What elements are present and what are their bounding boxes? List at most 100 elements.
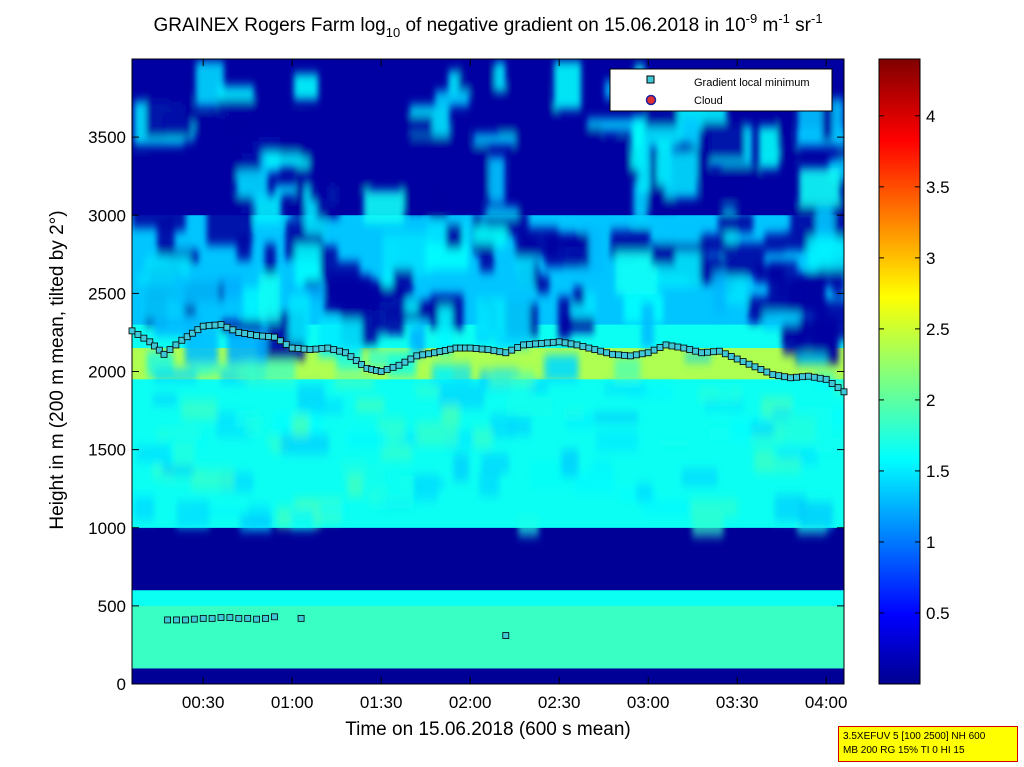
gradient-minimum-marker bbox=[721, 350, 729, 358]
gradient-minimum-marker bbox=[644, 349, 652, 357]
gradient-minimum-marker bbox=[561, 339, 569, 347]
gradient-minimum-marker bbox=[259, 332, 266, 340]
x-tick-label: 02:00 bbox=[449, 693, 492, 712]
texture-patch bbox=[453, 453, 469, 482]
x-tick-label: 04:00 bbox=[805, 693, 848, 712]
heatmap-layer-surface-low bbox=[132, 668, 844, 684]
texture-patch bbox=[682, 118, 699, 144]
texture-patch bbox=[378, 493, 417, 509]
gradient-minimum-marker bbox=[526, 341, 533, 348]
gradient-minimum-marker bbox=[294, 345, 302, 352]
texture-patch bbox=[596, 429, 639, 452]
gradient-minimum-marker bbox=[484, 346, 492, 354]
texture-patch bbox=[713, 273, 727, 314]
legend-circle-icon bbox=[645, 94, 657, 106]
gradient-minimum-marker bbox=[591, 346, 599, 354]
texture-patch bbox=[264, 243, 276, 278]
texture-patch bbox=[288, 293, 310, 343]
texture-patch bbox=[206, 195, 253, 246]
texture-patch bbox=[434, 90, 470, 107]
texture-patch bbox=[778, 272, 826, 313]
gradient-minimum-marker bbox=[300, 345, 308, 353]
texture-patch bbox=[699, 234, 726, 254]
texture-patch bbox=[614, 357, 641, 381]
gradient-minimum-marker bbox=[716, 347, 723, 355]
x-axis-label: Time on 15.06.2018 (600 s mean) bbox=[345, 719, 631, 740]
gradient-minimum-marker bbox=[211, 321, 219, 329]
gradient-minimum-marker bbox=[543, 339, 551, 347]
gradient-minimum-marker bbox=[627, 352, 634, 360]
texture-patch bbox=[445, 224, 462, 249]
texture-patch bbox=[473, 226, 507, 245]
title-middle: of negative gradient on 15.06.2018 in 10 bbox=[400, 15, 745, 36]
gradient-minimum-marker bbox=[288, 344, 296, 352]
gradient-minimum-marker bbox=[247, 331, 255, 338]
texture-patch bbox=[690, 498, 738, 517]
texture-patch bbox=[470, 188, 484, 204]
low-gradient-minimum-marker bbox=[199, 614, 207, 622]
texture-patch bbox=[162, 464, 194, 475]
low-gradient-minimum-marker bbox=[244, 614, 252, 622]
gradient-minimum-marker bbox=[656, 344, 664, 351]
texture-patch bbox=[473, 427, 493, 448]
texture-patch bbox=[356, 398, 385, 412]
texture-patch bbox=[454, 123, 468, 150]
gradient-minimum-marker bbox=[160, 350, 168, 358]
texture-patch bbox=[439, 146, 489, 192]
texture-patch bbox=[617, 136, 628, 157]
gradient-minimum-marker bbox=[532, 340, 539, 348]
texture-patch bbox=[797, 353, 827, 366]
texture-patch bbox=[681, 468, 718, 487]
gradient-minimum-markers bbox=[128, 321, 848, 396]
texture-patch bbox=[815, 207, 833, 237]
gradient-minimum-marker bbox=[686, 346, 694, 354]
legend-label-cloud: Cloud bbox=[694, 95, 723, 107]
y-tick-label: 3500 bbox=[88, 128, 126, 147]
texture-patch bbox=[774, 494, 806, 522]
low-gradient-minimum-marker bbox=[502, 632, 510, 639]
gradient-minimum-marker bbox=[347, 353, 355, 361]
texture-patch bbox=[393, 268, 414, 296]
texture-patch bbox=[237, 361, 255, 380]
gradient-minimum-marker bbox=[816, 374, 824, 382]
legend: Gradient local minimum Cloud bbox=[609, 68, 833, 112]
gradient-minimum-marker bbox=[419, 351, 427, 359]
texture-patch bbox=[239, 514, 272, 532]
gradient-minimum-marker bbox=[389, 363, 397, 371]
texture-patch bbox=[698, 129, 711, 165]
low-gradient-minimum-marker bbox=[297, 614, 305, 622]
texture-patch bbox=[799, 168, 840, 207]
gradient-minimum-marker bbox=[793, 373, 800, 381]
texture-patch bbox=[260, 115, 309, 152]
gradient-minimum-marker bbox=[549, 338, 557, 346]
gradient-minimum-marker bbox=[270, 333, 278, 341]
texture-patch bbox=[768, 415, 816, 443]
heatmap-area bbox=[132, 59, 844, 684]
gradient-minimum-marker bbox=[674, 343, 682, 351]
info-line-1: 3.5XEFUV 5 [100 2500] NH 600 bbox=[843, 731, 986, 742]
texture-patch bbox=[561, 449, 579, 477]
gradient-minimum-marker bbox=[241, 330, 249, 337]
colorbar-tick-label: 2 bbox=[926, 391, 935, 410]
texture-patch bbox=[814, 437, 844, 453]
texture-patch bbox=[832, 254, 844, 296]
gradient-minimum-marker bbox=[478, 345, 486, 353]
texture-patch bbox=[274, 184, 298, 196]
texture-patch bbox=[651, 243, 676, 266]
gradient-minimum-marker bbox=[704, 348, 711, 356]
texture-patch bbox=[717, 388, 734, 405]
texture-patch bbox=[494, 62, 506, 91]
texture-patch bbox=[334, 117, 371, 131]
texture-patch bbox=[557, 296, 571, 340]
colorbar-tick-label: 3.5 bbox=[926, 178, 950, 197]
gradient-minimum-marker bbox=[472, 345, 480, 352]
texture-patch bbox=[473, 133, 516, 145]
texture-patch bbox=[338, 160, 371, 190]
gradient-minimum-marker bbox=[834, 384, 842, 392]
texture-patch bbox=[441, 404, 460, 427]
texture-patch bbox=[157, 429, 202, 439]
gradient-minimum-marker bbox=[407, 355, 415, 363]
y-tick-label: 1500 bbox=[88, 441, 126, 460]
texture-patch bbox=[290, 508, 315, 530]
gradient-minimum-marker bbox=[502, 349, 510, 357]
